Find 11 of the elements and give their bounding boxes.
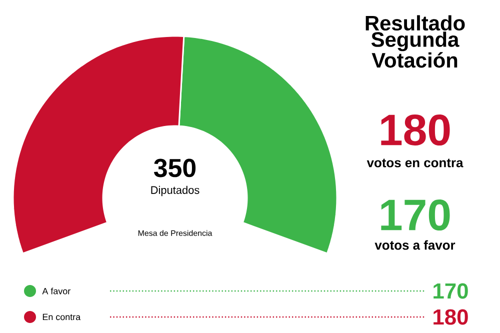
text: 170 [434,283,468,299]
text: 350 [154,158,196,178]
data-label: 180 [434,309,468,325]
text: Diputados [151,186,200,196]
legend-label: En contra [42,314,81,320]
text: 180 [381,114,450,146]
text: votos en contra [366,158,464,168]
chart-title: Resultado Segunda Votación [366,15,465,68]
text: votos a favor [374,240,456,250]
data-label: 170 [381,199,450,231]
legend-label: A favor [42,288,70,294]
